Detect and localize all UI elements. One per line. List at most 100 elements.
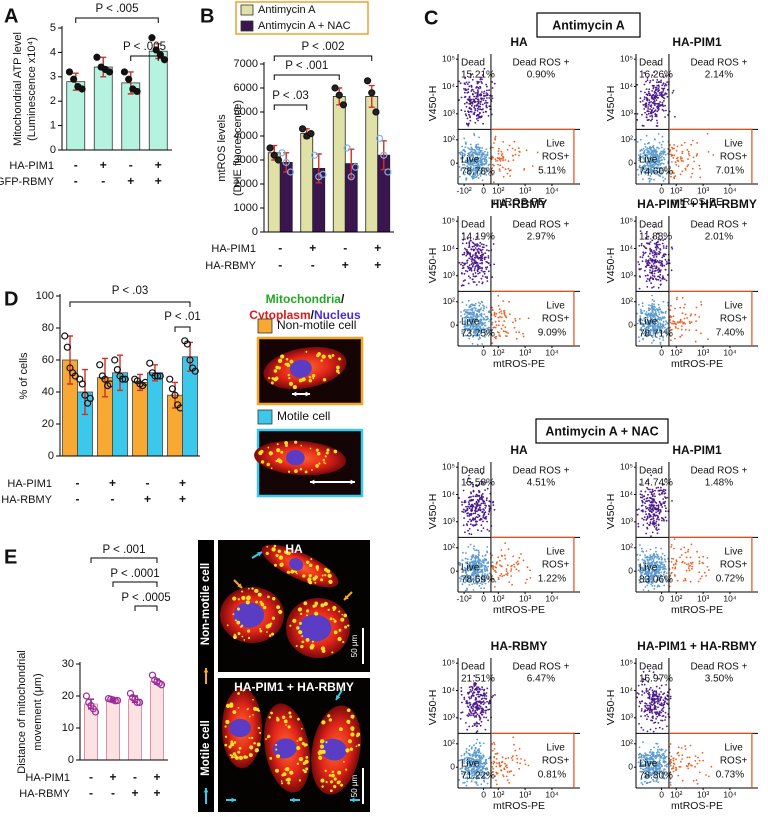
y-tick-label: 4 [50, 46, 56, 58]
event [642, 524, 644, 526]
event [472, 278, 474, 280]
event [482, 304, 484, 306]
event [500, 151, 502, 153]
event [492, 309, 494, 311]
event [488, 513, 490, 515]
event [472, 504, 474, 506]
event [652, 255, 654, 257]
event [489, 506, 491, 508]
stain-legend: Mitochondria/ [266, 292, 345, 306]
event [652, 268, 654, 270]
event [469, 704, 471, 706]
event [647, 106, 649, 108]
event [472, 305, 474, 307]
event [639, 256, 641, 258]
y-axis-label: movement (μm) [32, 673, 44, 750]
event [644, 112, 646, 114]
event [475, 706, 477, 708]
event [482, 179, 484, 181]
data-point [94, 54, 100, 60]
event [473, 149, 475, 151]
event [488, 89, 490, 91]
event [663, 180, 665, 182]
event [468, 283, 470, 285]
event [643, 519, 645, 521]
quadrant-label: Live [546, 301, 565, 312]
event [658, 561, 660, 563]
event [647, 119, 649, 121]
event [648, 304, 650, 306]
y-tick-label: 100 [36, 290, 54, 302]
quadrant-value: 14.19% [461, 232, 495, 243]
event [642, 260, 644, 262]
quadrant-label: Live [724, 139, 743, 150]
event [476, 510, 478, 512]
x-tick-label: 10² [492, 593, 504, 603]
event [677, 328, 679, 330]
event [653, 300, 655, 302]
quadrant-value: 7.40% [716, 328, 744, 339]
event [485, 156, 487, 158]
event [700, 301, 702, 303]
event [673, 144, 675, 146]
data-point [365, 78, 371, 84]
event [523, 168, 525, 170]
plot-title: HA-PIM1 + HA-RBMY [637, 639, 757, 653]
event [672, 157, 674, 159]
event [480, 117, 482, 119]
event [484, 569, 486, 571]
event [661, 506, 663, 508]
event [498, 305, 500, 307]
event [686, 570, 688, 572]
event [482, 516, 484, 518]
event [461, 559, 463, 561]
event [656, 252, 658, 254]
event [670, 322, 672, 324]
event [466, 748, 468, 750]
quadrant-label: Live [724, 301, 743, 312]
event [684, 142, 686, 144]
event [464, 309, 466, 311]
x-tick-label: 10² [670, 185, 682, 195]
event [468, 515, 470, 517]
event [479, 263, 481, 265]
event [645, 275, 647, 277]
event [466, 102, 468, 104]
event [478, 748, 480, 750]
event [691, 566, 693, 568]
event [652, 88, 654, 90]
event [498, 324, 500, 326]
event [508, 301, 510, 303]
event [644, 270, 646, 272]
event [698, 571, 700, 573]
quadrant-value: 21.51% [461, 674, 495, 685]
event [474, 506, 476, 508]
event [689, 155, 691, 157]
event [641, 243, 643, 245]
event [464, 313, 466, 315]
event [689, 322, 691, 324]
event [663, 568, 665, 570]
event [486, 268, 488, 270]
event [492, 164, 494, 166]
event [473, 714, 475, 716]
event [474, 305, 476, 307]
event [481, 301, 483, 303]
event [645, 261, 647, 263]
event [465, 113, 467, 115]
event [655, 525, 657, 527]
event [478, 495, 480, 497]
event [519, 763, 521, 765]
event [467, 118, 469, 120]
event [467, 259, 469, 261]
event [503, 320, 505, 322]
bar [107, 700, 120, 760]
event [512, 755, 514, 757]
event [484, 502, 486, 504]
event [639, 340, 641, 342]
event [662, 498, 664, 500]
event [643, 589, 645, 591]
event [673, 172, 675, 174]
event [654, 508, 656, 510]
